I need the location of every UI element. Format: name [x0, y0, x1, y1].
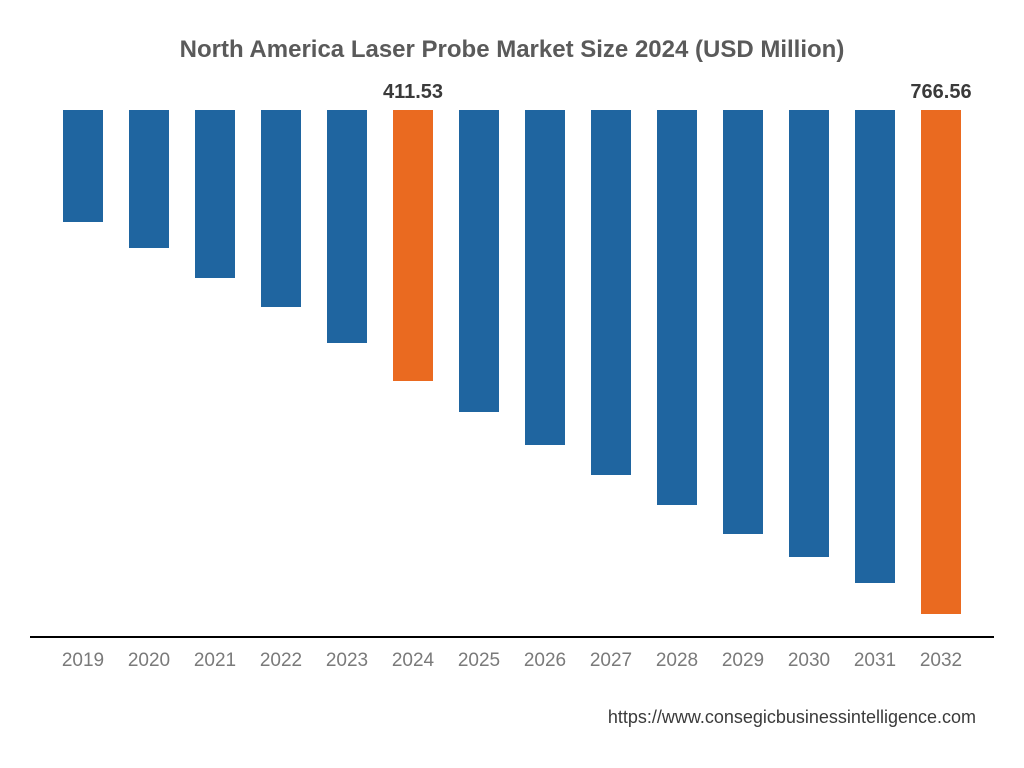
source-text: https://www.consegicbusinessintelligence… [0, 707, 976, 728]
x-axis-label: 2031 [842, 650, 908, 672]
x-axis-label: 2032 [908, 650, 974, 672]
bar-slot [182, 110, 248, 636]
x-axis-label: 2024 [380, 650, 446, 672]
x-axis-label: 2026 [512, 650, 578, 672]
x-axis-line [30, 636, 994, 638]
bar [657, 110, 698, 505]
bar-slot [512, 110, 578, 636]
chart-plot-area: 411.53 766.56 [50, 110, 974, 638]
bar-slot [842, 110, 908, 636]
bar-slot [446, 110, 512, 636]
chart-container: { "chart": { "type": "bar", "title": "No… [0, 0, 1024, 768]
bar-slot [776, 110, 842, 636]
bar [63, 110, 104, 222]
bar [921, 110, 962, 614]
bar-slot [314, 110, 380, 636]
bar [327, 110, 368, 343]
x-axis-label: 2030 [776, 650, 842, 672]
bar-slot [248, 110, 314, 636]
x-axis-labels: 2019202020212022202320242025202620272028… [50, 650, 974, 672]
bar-slot [644, 110, 710, 636]
bar-slot [116, 110, 182, 636]
x-axis-label: 2029 [710, 650, 776, 672]
bar [393, 110, 434, 381]
bar-slot [50, 110, 116, 636]
x-axis-label: 2025 [446, 650, 512, 672]
bar [525, 110, 566, 445]
bar [591, 110, 632, 475]
chart-title: North America Laser Probe Market Size 20… [0, 36, 1024, 64]
bar [261, 110, 302, 307]
bar-slot: 766.56 [908, 110, 974, 636]
bar-slot: 411.53 [380, 110, 446, 636]
bar-value-label: 766.56 [910, 81, 971, 104]
x-axis-label: 2020 [116, 650, 182, 672]
bar-slot [710, 110, 776, 636]
x-axis-label: 2019 [50, 650, 116, 672]
x-axis-label: 2028 [644, 650, 710, 672]
bar [459, 110, 500, 412]
x-axis-label: 2021 [182, 650, 248, 672]
bar [129, 110, 170, 248]
bar-slot [578, 110, 644, 636]
x-axis-label: 2023 [314, 650, 380, 672]
x-axis-label: 2027 [578, 650, 644, 672]
bar [855, 110, 896, 583]
bar-group: 411.53 766.56 [50, 110, 974, 636]
bar [195, 110, 236, 278]
bar [723, 110, 764, 534]
x-axis-label: 2022 [248, 650, 314, 672]
bar-value-label: 411.53 [383, 81, 443, 104]
bar [789, 110, 830, 557]
